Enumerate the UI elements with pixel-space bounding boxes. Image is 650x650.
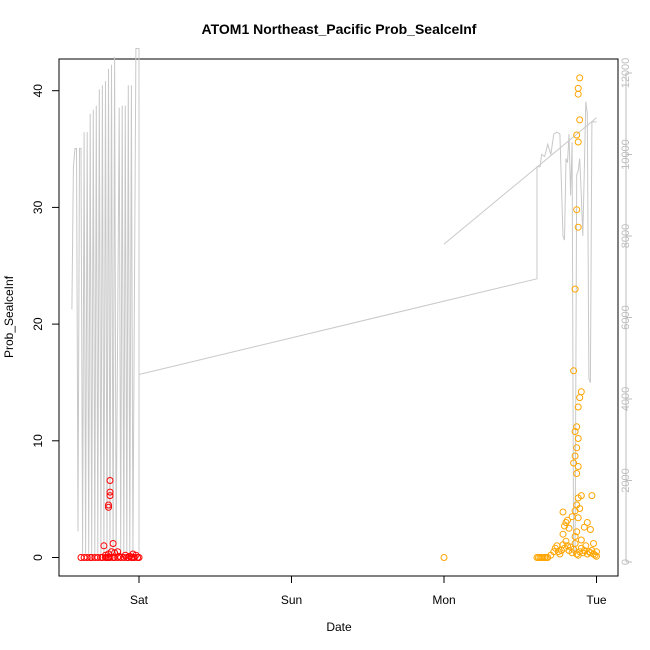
secondary-tick-label: 8000	[620, 224, 632, 248]
data-point	[574, 223, 582, 231]
data-point	[114, 548, 122, 556]
data-point	[109, 540, 117, 547]
data-point	[574, 514, 582, 522]
plot-frame	[58, 58, 619, 577]
data-point	[576, 548, 584, 556]
data-point	[586, 526, 594, 533]
data-point	[577, 492, 585, 500]
data-point	[571, 540, 579, 547]
chart-title: ATOM1 Northeast_Pacific Prob_SealceInf	[202, 21, 477, 37]
secondary-line-3	[443, 117, 597, 245]
data-point	[574, 90, 582, 98]
data-point	[100, 542, 108, 550]
data-point	[568, 513, 576, 521]
data-point	[571, 452, 579, 460]
y-tick-label: 40	[31, 84, 45, 98]
y-tick-label: 20	[31, 317, 45, 331]
data-point	[588, 492, 596, 500]
data-point	[106, 477, 114, 484]
data-point	[573, 444, 581, 452]
data-point	[573, 131, 581, 139]
secondary-tick-label: 0	[620, 559, 632, 565]
data-point	[570, 367, 578, 375]
data-point	[590, 540, 597, 547]
y-tick-label: 10	[31, 434, 45, 448]
y-tick-label: 30	[31, 200, 45, 214]
data-point	[577, 388, 585, 396]
data-point	[83, 554, 91, 561]
secondary-tick-label: 6000	[620, 305, 632, 329]
data-point	[562, 537, 570, 545]
secondary-line-0	[71, 48, 140, 554]
secondary-line-1	[138, 278, 538, 375]
data-point	[571, 285, 579, 293]
secondary-line-2	[536, 101, 597, 555]
data-point	[593, 548, 600, 556]
data-point	[574, 463, 582, 470]
secondary-tick-label: 4000	[620, 387, 632, 411]
data-point	[556, 550, 564, 558]
data-point	[588, 547, 596, 554]
secondary-tick-label: 10000	[620, 139, 632, 170]
data-point	[571, 428, 579, 435]
data-point	[565, 524, 573, 532]
y-axis-label: Prob_SealceInf	[2, 275, 16, 358]
data-point	[576, 116, 584, 124]
data-point	[573, 470, 581, 477]
data-point	[571, 533, 579, 540]
plot-region: 0 10 20 30 40 Sat Sun Mon Tue 0 2000 4000 6000 8000 10…	[31, 48, 632, 607]
data-point	[564, 542, 571, 550]
data-point	[591, 551, 599, 559]
data-point	[550, 548, 558, 556]
x-tick-label: Sun	[281, 593, 302, 607]
secondary-tick-label: 12000	[620, 58, 632, 89]
data-point	[573, 206, 581, 214]
data-point	[582, 542, 590, 550]
data-point	[111, 549, 119, 557]
x-tick-label: Tue	[586, 593, 607, 607]
data-point	[440, 554, 448, 561]
secondary-tick-label: 2000	[620, 468, 632, 492]
data-point	[574, 435, 582, 442]
x-axis-label: Date	[326, 620, 352, 634]
data-point	[564, 516, 571, 524]
data-point	[106, 488, 114, 496]
data-point	[132, 551, 140, 559]
x-tick-label: Mon	[432, 593, 455, 607]
data-point	[576, 505, 584, 512]
data-point	[105, 503, 112, 511]
data-point	[559, 508, 567, 516]
data-point	[121, 551, 129, 559]
data-point	[106, 492, 114, 500]
data-point	[570, 459, 578, 467]
data-point	[105, 501, 112, 509]
data-point	[559, 530, 567, 538]
data-point	[577, 536, 585, 544]
data-point	[574, 84, 582, 92]
y-tick-label: 0	[31, 554, 45, 561]
data-point	[573, 528, 581, 536]
data-point	[94, 554, 102, 561]
data-point	[574, 138, 582, 146]
data-point	[593, 552, 600, 560]
data-point	[576, 394, 584, 402]
x-tick-label: Sat	[130, 593, 149, 607]
data-point	[576, 74, 584, 82]
data-point	[568, 549, 576, 557]
data-point	[573, 423, 581, 431]
data-point	[583, 519, 591, 526]
data-point	[574, 403, 582, 411]
